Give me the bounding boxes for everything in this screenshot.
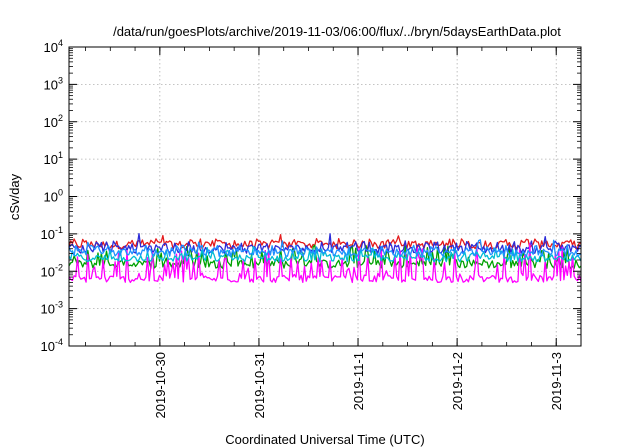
y-tick-exponent: 2 bbox=[58, 113, 63, 123]
y-tick-base: 10 bbox=[41, 339, 55, 354]
y-tick-label: 10-2 bbox=[41, 262, 63, 279]
y-tick-base: 10 bbox=[41, 227, 55, 242]
y-tick-exponent: 0 bbox=[58, 188, 63, 198]
y-tick-label: 10-3 bbox=[41, 300, 63, 317]
series-line bbox=[68, 233, 582, 255]
y-tick-exponent: 1 bbox=[58, 150, 63, 160]
grid-lines bbox=[69, 47, 581, 346]
y-tick-base: 10 bbox=[41, 264, 55, 279]
x-tick-label: 2019-11-2 bbox=[450, 352, 465, 410]
series-line bbox=[68, 239, 582, 257]
y-tick-exponent: -3 bbox=[55, 300, 63, 310]
y-tick-exponent: 4 bbox=[58, 38, 63, 48]
y-tick-base: 10 bbox=[44, 40, 58, 55]
series-line bbox=[68, 244, 582, 269]
x-axis-ticks: 2019-10-30 2019-10-31 2019-11-1 2019-11-2 20… bbox=[85, 47, 564, 419]
x-tick-label: 2019-10-31 bbox=[252, 352, 267, 419]
y-tick-label: 10-1 bbox=[41, 225, 63, 242]
y-tick-label: 102 bbox=[44, 113, 63, 130]
x-tick-label: 2019-11-1 bbox=[351, 352, 366, 410]
series-line bbox=[68, 242, 582, 284]
chart-title: /data/run/goesPlots/archive/2019-11-03/0… bbox=[113, 24, 561, 39]
y-tick-base: 10 bbox=[44, 77, 58, 92]
x-tick-label: 2019-10-30 bbox=[153, 352, 168, 419]
y-tick-base: 10 bbox=[44, 190, 58, 205]
y-axis-label: cSv/day bbox=[7, 173, 22, 220]
y-tick-label: 100 bbox=[44, 188, 63, 205]
x-tick-label: 2019-11-3 bbox=[549, 352, 564, 410]
y-tick-label: 101 bbox=[44, 150, 63, 167]
y-tick-base: 10 bbox=[41, 302, 55, 317]
y-tick-label: 10-4 bbox=[41, 337, 63, 354]
y-tick-label: 104 bbox=[44, 38, 63, 55]
y-tick-exponent: -1 bbox=[55, 225, 63, 235]
y-tick-exponent: -2 bbox=[55, 262, 63, 272]
data-series bbox=[68, 233, 582, 284]
y-tick-label: 103 bbox=[44, 75, 63, 92]
y-tick-exponent: 3 bbox=[58, 75, 63, 85]
y-tick-base: 10 bbox=[44, 152, 58, 167]
y-tick-exponent: -4 bbox=[55, 337, 63, 347]
y-tick-base: 10 bbox=[44, 115, 58, 130]
x-axis-label: Coordinated Universal Time (UTC) bbox=[225, 432, 424, 447]
